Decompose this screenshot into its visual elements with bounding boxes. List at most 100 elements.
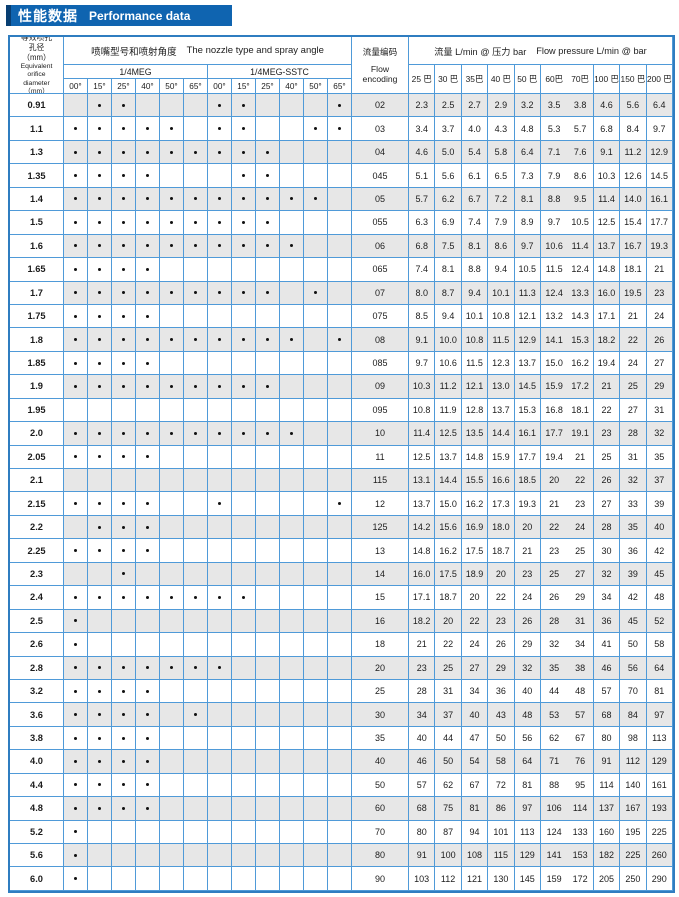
availability-dot-icon (122, 502, 125, 506)
availability-cell (328, 867, 352, 891)
availability-cell (88, 633, 112, 657)
flow-value-cell: 25 (620, 375, 647, 399)
availability-cell (280, 726, 304, 751)
availability-dot-icon (98, 291, 101, 295)
flow-value-cell: 19.1 (567, 422, 594, 446)
availability-cell (160, 140, 184, 165)
flow-code-cell: 10 (352, 422, 409, 446)
availability-dot-icon (338, 502, 341, 506)
availability-cell (112, 234, 136, 259)
diameter-cell: 1.35 (10, 164, 64, 188)
availability-cell (328, 187, 352, 212)
flow-code-cell: 18 (352, 633, 409, 657)
availability-cell (88, 140, 112, 165)
availability-cell (328, 281, 352, 305)
availability-cell (88, 586, 112, 610)
flow-value-cell: 29 (567, 586, 594, 610)
flow-value-cell: 133 (567, 820, 594, 844)
flow-code-cell: 03 (352, 117, 409, 141)
flow-value-cell: 8.6 (488, 234, 515, 259)
flow-value-cell: 32 (593, 562, 621, 587)
availability-dot-icon (74, 713, 77, 717)
availability-dot-icon (218, 150, 221, 154)
availability-dot-icon (290, 431, 293, 435)
availability-cell (136, 750, 160, 774)
availability-cell (304, 140, 328, 165)
availability-cell (232, 375, 256, 399)
flow-value-cell: 8.1 (461, 234, 489, 259)
availability-cell (160, 773, 184, 798)
availability-dot-icon (242, 150, 245, 154)
flow-value-cell: 36 (620, 539, 647, 563)
availability-dot-icon (98, 127, 101, 131)
availability-cell (184, 679, 208, 704)
availability-dot-icon (218, 291, 221, 295)
flow-value-cell: 112 (620, 750, 647, 774)
availability-dot-icon (242, 595, 245, 599)
flow-value-cell: 27 (593, 492, 621, 516)
availability-cell (304, 609, 328, 634)
availability-cell (64, 515, 88, 540)
header-meg-angle: 15° (88, 79, 112, 94)
availability-dot-icon (170, 338, 173, 342)
flow-value-cell: 23 (540, 539, 568, 563)
availability-cell (328, 492, 352, 516)
availability-cell (88, 539, 112, 563)
flow-code-cell: 055 (352, 211, 409, 235)
flow-value-cell: 7.9 (540, 164, 568, 188)
flow-value-cell: 161 (646, 773, 673, 798)
availability-dot-icon (122, 291, 125, 295)
flow-value-cell: 23 (567, 492, 594, 516)
flow-value-cell: 12.9 (646, 140, 673, 165)
availability-cell (232, 586, 256, 610)
flow-code-cell: 07 (352, 281, 409, 305)
flow-value-cell: 16.1 (514, 422, 541, 446)
diameter-cell: 1.6 (10, 234, 64, 259)
availability-cell (328, 797, 352, 821)
diameter-cell: 1.7 (10, 281, 64, 305)
availability-cell (136, 94, 160, 118)
availability-dot-icon (98, 314, 101, 318)
availability-cell (112, 726, 136, 751)
flow-value-cell: 30 (593, 539, 621, 563)
availability-dot-icon (122, 689, 125, 693)
availability-dot-icon (146, 127, 149, 131)
availability-cell (88, 164, 112, 188)
availability-cell (88, 726, 112, 751)
flow-value-cell: 29 (488, 656, 515, 680)
flow-value-cell: 9.7 (514, 234, 541, 259)
availability-dot-icon (146, 759, 149, 763)
flow-value-cell: 12.5 (435, 422, 462, 446)
availability-cell (304, 304, 328, 329)
flow-value-cell: 8.9 (514, 211, 541, 235)
availability-cell (328, 445, 352, 469)
flow-value-cell: 40 (646, 515, 673, 540)
availability-cell (136, 867, 160, 891)
availability-cell (184, 844, 208, 868)
flow-value-cell: 7.4 (461, 211, 489, 235)
availability-cell (208, 609, 232, 634)
availability-cell (64, 117, 88, 141)
availability-dot-icon (146, 197, 149, 201)
flow-value-cell: 27 (646, 351, 673, 376)
flow-value-cell: 113 (646, 726, 673, 751)
availability-cell (160, 445, 184, 469)
flow-value-cell: 19.4 (593, 351, 621, 376)
availability-dot-icon (74, 174, 77, 178)
flow-value-cell: 6.8 (409, 234, 436, 259)
availability-cell (256, 469, 280, 493)
availability-dot-icon (218, 127, 221, 131)
header-meg-sstc-group: 1/4MEG-SSTC (208, 65, 352, 79)
flow-code-cell: 09 (352, 375, 409, 399)
header-pressure: 30 巴 (435, 65, 462, 94)
diameter-cell: 2.5 (10, 609, 64, 634)
availability-cell (328, 258, 352, 282)
performance-table: 等效喷孔 孔径 （mm） Equivalent orifice diameter… (8, 35, 675, 893)
availability-cell (232, 304, 256, 329)
availability-dot-icon (338, 103, 341, 107)
flow-value-cell: 9.7 (409, 351, 436, 376)
availability-dot-icon (122, 431, 125, 435)
flow-value-cell: 195 (620, 820, 647, 844)
availability-cell (328, 726, 352, 751)
flow-value-cell: 137 (593, 797, 621, 821)
